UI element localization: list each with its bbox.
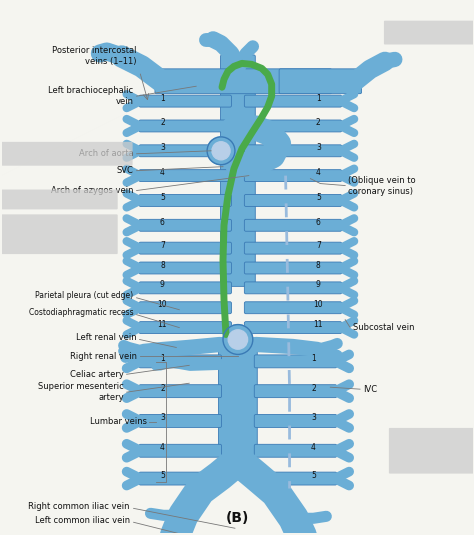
Text: 4: 4 xyxy=(311,444,316,452)
FancyBboxPatch shape xyxy=(245,95,342,107)
FancyBboxPatch shape xyxy=(139,262,231,274)
Text: Celiac artery: Celiac artery xyxy=(70,370,124,379)
Text: 2: 2 xyxy=(311,384,316,393)
Text: Posterior intercostal
veins (1–11): Posterior intercostal veins (1–11) xyxy=(52,46,137,66)
Text: 2: 2 xyxy=(160,384,165,393)
Text: 5: 5 xyxy=(160,471,165,480)
FancyBboxPatch shape xyxy=(139,120,231,132)
FancyBboxPatch shape xyxy=(139,95,231,107)
Text: 7: 7 xyxy=(160,241,165,250)
Circle shape xyxy=(212,142,230,160)
Text: Left brachiocephalic
vein: Left brachiocephalic vein xyxy=(48,86,134,106)
Text: 5: 5 xyxy=(316,193,321,202)
Text: 9: 9 xyxy=(160,280,165,289)
FancyBboxPatch shape xyxy=(139,385,221,398)
Text: Subcostal vein: Subcostal vein xyxy=(353,323,415,332)
Text: 11: 11 xyxy=(158,320,167,329)
Text: 6: 6 xyxy=(316,218,321,227)
FancyBboxPatch shape xyxy=(245,322,342,333)
Text: 1: 1 xyxy=(160,354,165,363)
Text: 8: 8 xyxy=(160,261,165,270)
FancyBboxPatch shape xyxy=(139,145,231,157)
FancyBboxPatch shape xyxy=(389,428,474,473)
FancyBboxPatch shape xyxy=(139,322,231,333)
Text: 11: 11 xyxy=(314,320,323,329)
Text: Lumbar veins: Lumbar veins xyxy=(90,417,146,426)
FancyBboxPatch shape xyxy=(254,355,337,368)
Text: IVC: IVC xyxy=(363,385,377,394)
FancyBboxPatch shape xyxy=(1,142,133,166)
FancyBboxPatch shape xyxy=(245,282,342,294)
FancyBboxPatch shape xyxy=(254,444,337,457)
Text: 10: 10 xyxy=(313,300,323,309)
Text: 7: 7 xyxy=(316,241,321,250)
Text: 5: 5 xyxy=(311,471,316,480)
Text: 8: 8 xyxy=(316,261,321,270)
Text: (B): (B) xyxy=(226,511,250,525)
FancyBboxPatch shape xyxy=(139,170,231,181)
FancyBboxPatch shape xyxy=(254,472,337,485)
Text: 3: 3 xyxy=(160,143,165,152)
Text: 2: 2 xyxy=(160,118,165,127)
Text: 3: 3 xyxy=(311,414,316,423)
FancyBboxPatch shape xyxy=(245,262,342,274)
Circle shape xyxy=(223,325,253,354)
Text: Left common iliac vein: Left common iliac vein xyxy=(35,516,129,525)
FancyBboxPatch shape xyxy=(220,55,255,286)
Text: 1: 1 xyxy=(160,94,165,103)
Text: 4: 4 xyxy=(316,168,321,177)
FancyBboxPatch shape xyxy=(254,385,337,398)
FancyBboxPatch shape xyxy=(139,415,221,427)
FancyBboxPatch shape xyxy=(139,242,231,254)
FancyBboxPatch shape xyxy=(384,21,474,44)
FancyBboxPatch shape xyxy=(155,69,332,94)
FancyBboxPatch shape xyxy=(279,69,362,94)
Text: Arch of azygos vein: Arch of azygos vein xyxy=(51,186,134,195)
Text: Left renal vein: Left renal vein xyxy=(76,333,137,342)
Text: SVC: SVC xyxy=(117,166,134,175)
Text: 1: 1 xyxy=(316,94,321,103)
FancyBboxPatch shape xyxy=(245,195,342,207)
Text: Costodiaphragmatic recess: Costodiaphragmatic recess xyxy=(29,308,134,317)
FancyBboxPatch shape xyxy=(245,302,342,314)
FancyBboxPatch shape xyxy=(139,355,221,368)
FancyBboxPatch shape xyxy=(139,302,231,314)
FancyBboxPatch shape xyxy=(254,415,337,427)
FancyBboxPatch shape xyxy=(219,338,257,460)
Text: Superior mesenteric
artery: Superior mesenteric artery xyxy=(38,382,124,402)
Text: Arch of aorta: Arch of aorta xyxy=(79,149,134,158)
FancyBboxPatch shape xyxy=(139,444,221,457)
FancyBboxPatch shape xyxy=(245,145,342,157)
FancyBboxPatch shape xyxy=(245,219,342,231)
Circle shape xyxy=(228,330,247,349)
Text: 4: 4 xyxy=(160,168,165,177)
Text: 1: 1 xyxy=(311,354,316,363)
Text: 4: 4 xyxy=(160,444,165,452)
Text: Right renal vein: Right renal vein xyxy=(70,352,137,361)
Text: (Oblique vein to
coronary sinus): (Oblique vein to coronary sinus) xyxy=(348,175,416,196)
Circle shape xyxy=(207,137,235,165)
FancyBboxPatch shape xyxy=(245,120,342,132)
FancyBboxPatch shape xyxy=(1,189,118,209)
Text: 3: 3 xyxy=(160,414,165,423)
FancyBboxPatch shape xyxy=(245,170,342,181)
FancyBboxPatch shape xyxy=(139,472,221,485)
Text: 9: 9 xyxy=(316,280,321,289)
Text: 6: 6 xyxy=(160,218,165,227)
FancyBboxPatch shape xyxy=(139,195,231,207)
FancyBboxPatch shape xyxy=(139,219,231,231)
FancyBboxPatch shape xyxy=(245,242,342,254)
FancyBboxPatch shape xyxy=(139,282,231,294)
Text: 3: 3 xyxy=(316,143,321,152)
Text: Parietal pleura (cut edge): Parietal pleura (cut edge) xyxy=(36,292,134,300)
Text: Right common iliac vein: Right common iliac vein xyxy=(28,502,129,511)
Text: 2: 2 xyxy=(316,118,321,127)
Text: 5: 5 xyxy=(160,193,165,202)
Text: 10: 10 xyxy=(157,300,167,309)
FancyBboxPatch shape xyxy=(1,215,118,254)
